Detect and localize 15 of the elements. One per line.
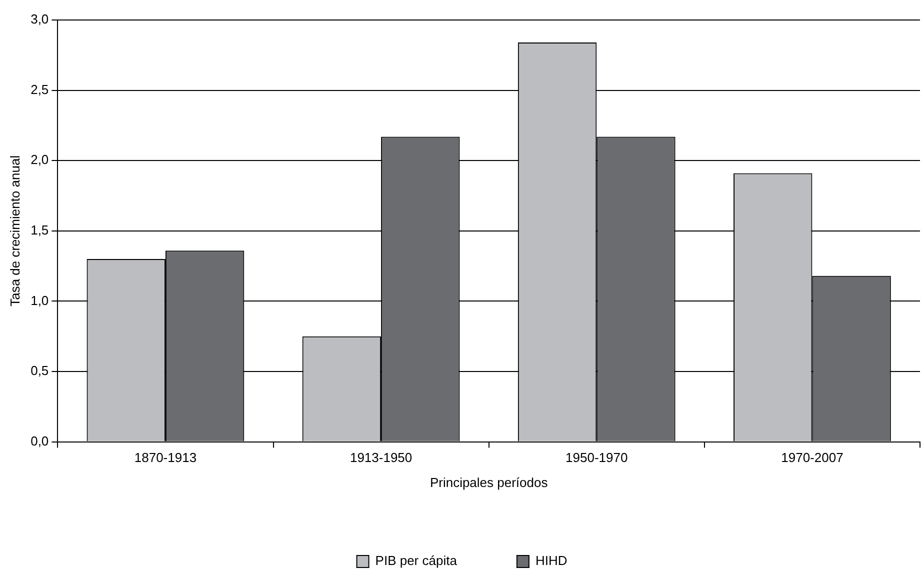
y-tick-label: 2,0 (30, 152, 49, 168)
y-tick-label: 0,0 (30, 433, 49, 448)
y-tick-label: 2,5 (30, 82, 49, 97)
y-tick-label: 1,5 (30, 222, 49, 238)
x-tick-label: 1950-1970 (566, 450, 628, 466)
x-axis-title: Principales períodos (430, 474, 548, 490)
x-tick-label: 1870-1913 (134, 450, 197, 466)
y-tick-label: 0,5 (30, 363, 49, 378)
legend-label: HIHD (535, 553, 568, 568)
x-tick-label: 1913-1950 (350, 450, 412, 466)
y-tick-label: 3,0 (30, 12, 49, 27)
x-tick-label: 1970-2007 (781, 450, 844, 466)
y-axis-title: Tasa de crecimiento anual (7, 155, 22, 306)
y-tick-label: 1,0 (30, 292, 49, 308)
legend-label: PIB per cápita (375, 553, 458, 568)
